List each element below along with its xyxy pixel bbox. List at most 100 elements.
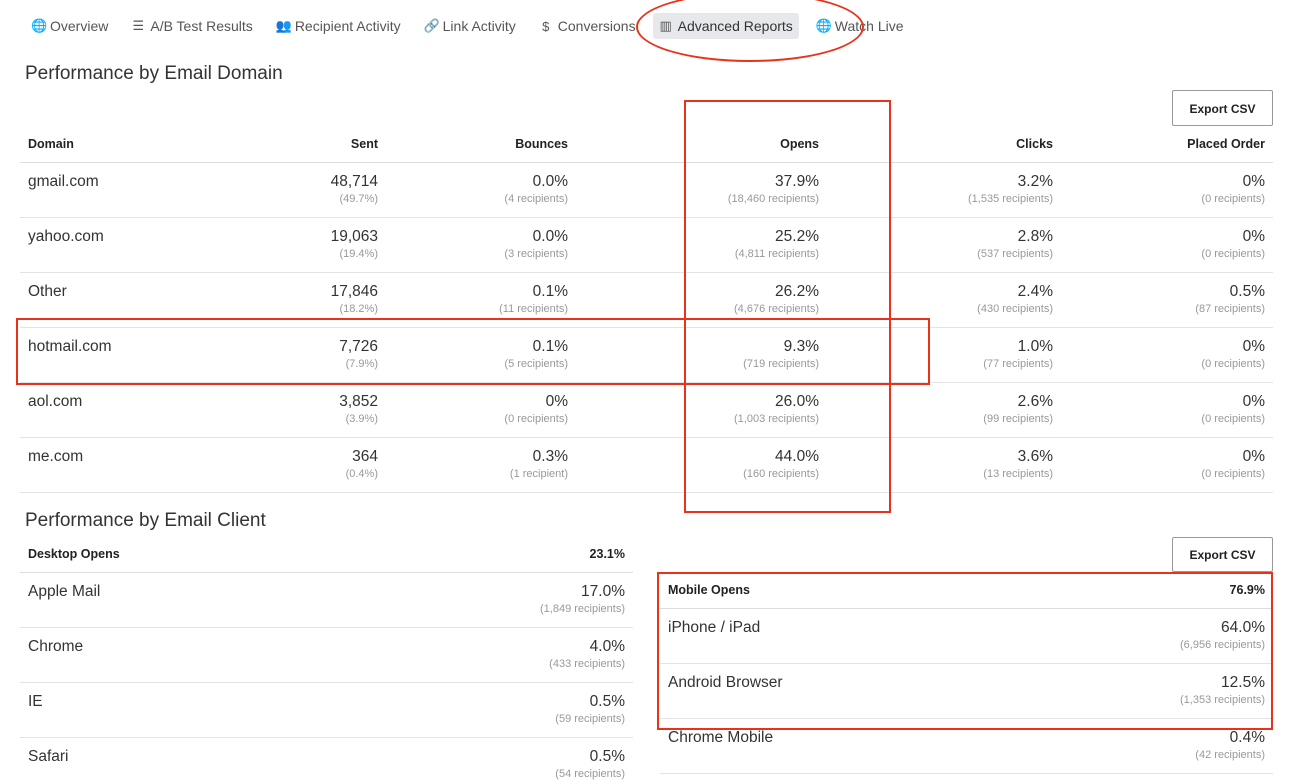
- domain-row: me.com 364 (0.4%) 0.3% (1 recipient) 44.0% (16…: [20, 437, 1273, 493]
- clicks-cell-detail: (537 recipients): [977, 248, 1053, 260]
- opens-cell-detail: (4,811 recipients): [734, 248, 819, 260]
- domain-section-title: Performance by Email Domain: [25, 63, 283, 84]
- opens-cell: 37.9% (18,460 recipients): [576, 162, 827, 218]
- placed-order-cell-detail: (0 recipients): [1201, 468, 1265, 480]
- clicks-cell-value: 3.6%: [1017, 448, 1053, 465]
- nav-tab-label: Overview: [50, 18, 109, 34]
- nav-tab-advanced-reports[interactable]: ▥ Advanced Reports: [652, 13, 799, 39]
- domain-table: Domain Sent Bounces Opens Clicks Placed …: [20, 126, 1273, 493]
- client-recipients: (59 recipients): [555, 713, 625, 725]
- sent-cell: 48,714 (49.7%): [180, 162, 386, 218]
- client-name-cell: iPhone / iPad: [660, 608, 1006, 664]
- sent-cell-detail: (18.2%): [339, 303, 378, 315]
- sent-cell-value: 17,846: [330, 283, 378, 300]
- client-name-cell: IE: [20, 682, 337, 738]
- clicks-cell-detail: (1,535 recipients): [968, 193, 1053, 205]
- clicks-cell-value: 1.0%: [1017, 338, 1053, 355]
- client-name: Safari: [28, 748, 69, 765]
- placed-order-cell-detail: (0 recipients): [1201, 413, 1265, 425]
- mobile-opens-table: Mobile Opens 76.9% iPhone / iPad 64.0% (6,…: [660, 572, 1273, 774]
- desktop-opens-total: 23.1%: [336, 536, 633, 573]
- clicks-cell-value: 2.4%: [1017, 283, 1053, 300]
- mobile-opens-label: Mobile Opens: [660, 572, 1006, 609]
- col-header-opens[interactable]: Opens: [576, 126, 827, 163]
- client-pct: 0.5%: [589, 748, 625, 765]
- bounces-cell: 0.1% (5 recipients): [386, 327, 576, 383]
- placed-order-cell-detail: (0 recipients): [1201, 193, 1265, 205]
- opens-cell-detail: (719 recipients): [743, 358, 819, 370]
- desktop-client-row: Chrome 4.0% (433 recipients): [20, 627, 633, 683]
- sent-cell-detail: (0.4%): [345, 468, 378, 480]
- domain-row: hotmail.com 7,726 (7.9%) 0.1% (5 recipients)…: [20, 327, 1273, 383]
- mobile-opens-header: Mobile Opens 76.9%: [660, 572, 1273, 609]
- clicks-cell: 2.6% (99 recipients): [827, 382, 1061, 438]
- client-name-cell: Safari: [20, 737, 337, 780]
- client-pct-cell: 0.5% (54 recipients): [336, 737, 633, 780]
- client-name: Apple Mail: [28, 583, 101, 600]
- client-pct: 0.5%: [589, 693, 625, 710]
- client-name-cell: Apple Mail: [20, 572, 337, 628]
- opens-cell-value: 9.3%: [783, 338, 819, 355]
- col-header-clicks[interactable]: Clicks: [827, 126, 1061, 163]
- placed-order-cell: 0% (0 recipients): [1061, 327, 1273, 383]
- desktop-client-row: Apple Mail 17.0% (1,849 recipients): [20, 572, 633, 628]
- sent-cell-value: 19,063: [330, 228, 378, 245]
- sent-cell-value: 48,714: [330, 173, 378, 190]
- export-csv-client-button[interactable]: Export CSV: [1172, 537, 1273, 572]
- desktop-client-row: Safari 0.5% (54 recipients): [20, 737, 633, 780]
- desktop-opens-table: Desktop Opens 23.1% Apple Mail 17.0% (1,84…: [20, 536, 633, 780]
- nav-tab-label: Link Activity: [442, 18, 516, 34]
- opens-cell: 9.3% (719 recipients): [576, 327, 827, 383]
- export-csv-domain-button[interactable]: Export CSV: [1172, 90, 1273, 126]
- placed-order-cell: 0% (0 recipients): [1061, 437, 1273, 493]
- bounces-cell-detail: (5 recipients): [504, 358, 568, 370]
- mobile-client-row: iPhone / iPad 64.0% (6,956 recipients): [660, 608, 1273, 664]
- col-header-bounces[interactable]: Bounces: [386, 126, 576, 163]
- report-nav: 🌐 Overview ☰ A/B Test Results 👥 Recipient Act…: [25, 12, 921, 40]
- opens-cell-detail: (160 recipients): [743, 468, 819, 480]
- domain-cell: aol.com: [20, 382, 180, 438]
- nav-tab-link-activity[interactable]: 🔗 Link Activity: [418, 13, 522, 39]
- nav-tab-label: Watch Live: [834, 18, 904, 34]
- client-pct: 17.0%: [581, 583, 625, 600]
- domain-table-header: Domain Sent Bounces Opens Clicks Placed …: [20, 126, 1273, 163]
- placed-order-cell-value: 0%: [1242, 448, 1265, 465]
- domain-row: Other 17,846 (18.2%) 0.1% (11 recipients) 26.…: [20, 272, 1273, 328]
- clicks-cell: 3.6% (13 recipients): [827, 437, 1061, 493]
- opens-cell: 26.0% (1,003 recipients): [576, 382, 827, 438]
- mobile-client-row: Android Browser 12.5% (1,353 recipients): [660, 663, 1273, 719]
- domain-cell-value: aol.com: [28, 393, 83, 410]
- list-icon: ☰: [132, 18, 145, 33]
- client-name: Chrome Mobile: [668, 729, 774, 746]
- opens-cell-value: 25.2%: [775, 228, 819, 245]
- nav-tab-recipient-activity[interactable]: 👥 Recipient Activity: [270, 13, 407, 39]
- bounces-cell: 0.0% (3 recipients): [386, 217, 576, 273]
- bounces-cell: 0% (0 recipients): [386, 382, 576, 438]
- nav-tab-watch-live[interactable]: 🌐 Watch Live: [810, 13, 910, 39]
- domain-cell-value: yahoo.com: [28, 228, 104, 245]
- domain-cell: me.com: [20, 437, 180, 493]
- client-recipients: (42 recipients): [1195, 749, 1265, 761]
- client-pct-cell: 0.4% (42 recipients): [1005, 718, 1273, 774]
- placed-order-cell: 0.5% (87 recipients): [1061, 272, 1273, 328]
- placed-order-cell-value: 0%: [1242, 228, 1265, 245]
- bounces-cell-value: 0.0%: [532, 228, 568, 245]
- placed-order-cell-detail: (87 recipients): [1195, 303, 1265, 315]
- bounces-cell: 0.3% (1 recipient): [386, 437, 576, 493]
- nav-tab-a-b-test-results[interactable]: ☰ A/B Test Results: [125, 13, 258, 39]
- clicks-cell-value: 3.2%: [1017, 173, 1053, 190]
- nav-tab-overview[interactable]: 🌐 Overview: [25, 13, 114, 39]
- sent-cell-detail: (49.7%): [339, 193, 378, 205]
- globe-icon: 🌐: [31, 18, 48, 33]
- bounces-cell-detail: (3 recipients): [504, 248, 568, 260]
- sent-cell: 7,726 (7.9%): [180, 327, 386, 383]
- col-header-sent[interactable]: Sent: [180, 126, 386, 163]
- nav-tab-conversions[interactable]: $ Conversions: [533, 13, 642, 39]
- bounces-cell-value: 0%: [545, 393, 568, 410]
- col-header-domain[interactable]: Domain: [20, 126, 180, 163]
- sent-cell-value: 364: [352, 448, 378, 465]
- bounces-cell-detail: (4 recipients): [504, 193, 568, 205]
- nav-tab-label: Conversions: [557, 18, 636, 34]
- col-header-placed-order[interactable]: Placed Order: [1061, 126, 1273, 163]
- client-recipients: (1,353 recipients): [1180, 694, 1265, 706]
